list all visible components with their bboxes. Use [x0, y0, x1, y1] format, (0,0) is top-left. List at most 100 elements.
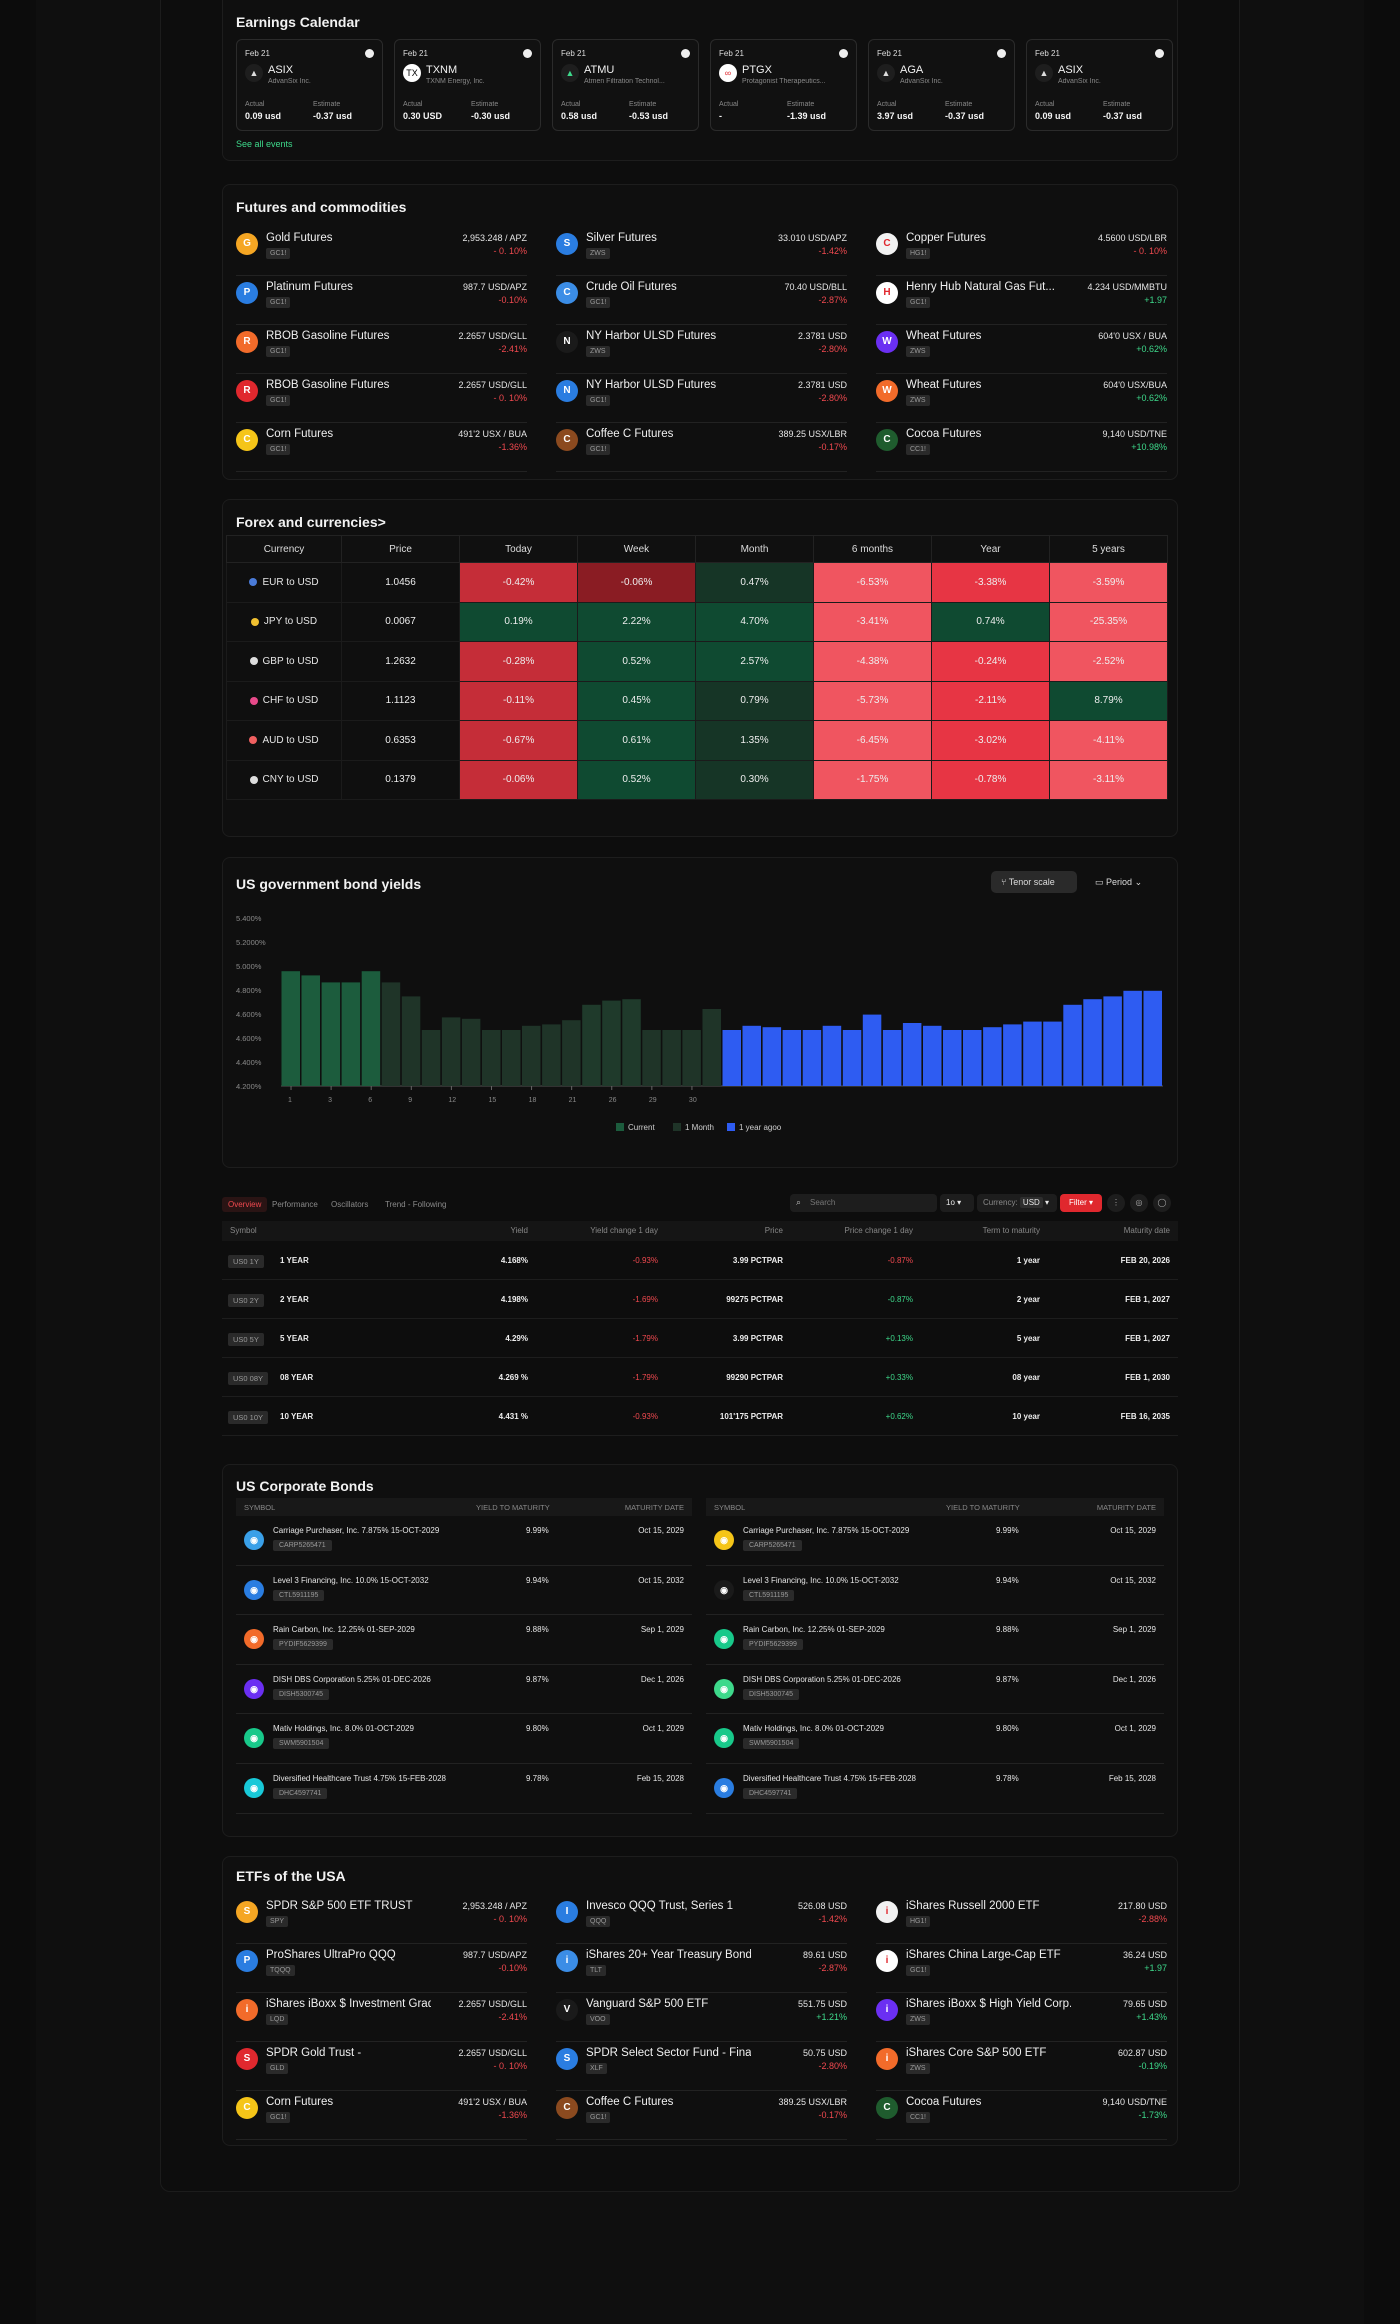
ytm-header[interactable]: YIELD TO MATURITY	[946, 1503, 1020, 1512]
refresh-icon[interactable]: ◯	[1153, 1194, 1171, 1212]
table-row[interactable]: US0 08Y 08 YEAR 4.269 % -1.79% 99290 PCTPAR +…	[222, 1358, 1178, 1397]
govt-col-header[interactable]: Term to maturity	[982, 1226, 1040, 1235]
etfs-item[interactable]: i iShares iBoxx $ Investment Grade LQD 2.26…	[236, 1993, 527, 2042]
tab-performance[interactable]: Performance	[272, 1200, 318, 1209]
year-ago-bar[interactable]	[802, 1030, 822, 1086]
current-bar[interactable]	[321, 982, 341, 1086]
forex-row[interactable]: CHF to USD 1.1123 -0.11% 0.45% 0.79% -5.73% -2…	[226, 680, 1168, 721]
year-ago-bar[interactable]	[762, 1027, 782, 1086]
table-row[interactable]: ◉ Diversified Healthcare Trust 4.75% 15-F…	[706, 1764, 1164, 1814]
earnings-card[interactable]: Feb 21 ▲ ASIX AdvanSix Inc. Actual 0.09 usd Es…	[1026, 39, 1173, 131]
etfs-item[interactable]: P ProShares UltraPro QQQ TQQQ 987.7 USD/APZ…	[236, 1944, 527, 1993]
table-row[interactable]: ◉ Carriage Purchaser, Inc. 7.875% 15-OCT-…	[236, 1516, 692, 1566]
year-ago-bar[interactable]	[1103, 996, 1122, 1086]
futures-item[interactable]: N NY Harbor ULSD Futures ZWS 2.3781 USD -2.8…	[556, 325, 847, 374]
maturity-header[interactable]: MATURITY DATE	[1096, 1503, 1156, 1512]
current-bar[interactable]	[682, 1030, 701, 1086]
etfs-item[interactable]: I Invesco QQQ Trust, Series 1 QQQ 526.08 US…	[556, 1895, 847, 1944]
futures-item[interactable]: S Silver Futures ZWS 33.010 USD/APZ -1.42%	[556, 227, 847, 276]
year-ago-bar[interactable]	[902, 1023, 922, 1086]
earnings-card[interactable]: Feb 21 TX TXNM TXNM Energy, Inc. Actual 0.30 …	[394, 39, 541, 131]
current-bar[interactable]	[602, 1000, 621, 1086]
forex-row[interactable]: GBP to USD 1.2632 -0.28% 0.52% 2.57% -4.38% -0…	[226, 641, 1168, 682]
futures-item[interactable]: C Copper Futures HG1! 4.5600 USD/LBR - 0. 10…	[876, 227, 1167, 276]
more-icon[interactable]: ⋮	[1107, 1194, 1125, 1212]
earnings-card[interactable]: Feb 21 ▲ ASIX AdvanSix Inc. Actual 0.09 usd Es…	[236, 39, 383, 131]
current-bar[interactable]	[461, 1018, 481, 1086]
futures-item[interactable]: N NY Harbor ULSD Futures GC1! 2.3781 USD -2.…	[556, 374, 847, 423]
etfs-item[interactable]: S SPDR Select Sector Fund - Fina... XLF 50.…	[556, 2042, 847, 2091]
table-row[interactable]: US0 5Y 5 YEAR 4.29% -1.79% 3.99 PCTPAR +0.13%…	[222, 1319, 1178, 1358]
year-ago-bar[interactable]	[923, 1025, 942, 1086]
forex-col-header[interactable]: 5 years	[1049, 535, 1168, 563]
currency-select[interactable]: Currency: USD ▾	[977, 1194, 1057, 1212]
forex-row[interactable]: AUD to USD 0.6353 -0.67% 0.61% 1.35% -6.45% -3…	[226, 720, 1168, 761]
table-row[interactable]: ◉ Mativ Holdings, Inc. 8.0% 01-OCT-2029 SW…	[236, 1714, 692, 1764]
govt-col-header[interactable]: Symbol	[230, 1226, 257, 1235]
year-ago-bar[interactable]	[782, 1030, 802, 1086]
current-bar[interactable]	[482, 1030, 501, 1086]
table-row[interactable]: ◉ Rain Carbon, Inc. 12.25% 01-SEP-2029 PYD…	[236, 1615, 692, 1665]
table-row[interactable]: ◉ Mativ Holdings, Inc. 8.0% 01-OCT-2029 SW…	[706, 1714, 1164, 1764]
govt-col-header[interactable]: Yield	[510, 1226, 529, 1235]
current-bar[interactable]	[522, 1025, 541, 1086]
symbol-header[interactable]: SYMBOL	[244, 1503, 276, 1512]
current-bar[interactable]	[341, 982, 361, 1086]
futures-item[interactable]: G Gold Futures GC1! 2,953.248 / APZ - 0. 10%	[236, 227, 527, 276]
etfs-item[interactable]: C Coffee C Futures GC1! 389.25 USX/LBR -0.17…	[556, 2091, 847, 2140]
table-row[interactable]: ◉ Diversified Healthcare Trust 4.75% 15-F…	[236, 1764, 692, 1814]
forex-col-header[interactable]: Month	[695, 535, 814, 563]
futures-item[interactable]: C Coffee C Futures GC1! 389.25 USX/LBR -0.17…	[556, 423, 847, 472]
year-ago-bar[interactable]	[722, 1030, 742, 1086]
forex-col-header[interactable]: Currency	[226, 535, 342, 563]
forex-title[interactable]: Forex and currencies>	[236, 514, 386, 530]
maturity-header[interactable]: MATURITY DATE	[624, 1503, 684, 1512]
tab-overview[interactable]: Overview	[222, 1197, 268, 1212]
current-bar[interactable]	[401, 996, 421, 1086]
year-ago-bar[interactable]	[862, 1014, 882, 1086]
settings-icon[interactable]: ◎	[1130, 1194, 1148, 1212]
period-select[interactable]: 1o ▾	[940, 1194, 974, 1212]
table-row[interactable]: US0 2Y 2 YEAR 4.198% -1.69% 99275 PCTPAR -0.8…	[222, 1280, 1178, 1319]
futures-item[interactable]: R RBOB Gasoline Futures GC1! 2.2657 USD/GLL…	[236, 325, 527, 374]
legend-label[interactable]: Current	[628, 1123, 655, 1132]
forex-col-header[interactable]: Year	[931, 535, 1050, 563]
table-row[interactable]: ◉ DISH DBS Corporation 5.25% 01-DEC-2026 D…	[706, 1665, 1164, 1715]
year-ago-bar[interactable]	[1083, 999, 1102, 1086]
year-ago-bar[interactable]	[943, 1030, 962, 1086]
forex-row[interactable]: EUR to USD 1.0456 -0.42% -0.06% 0.47% -6.53% -…	[226, 562, 1168, 603]
current-bar[interactable]	[702, 1009, 722, 1086]
forex-row[interactable]: JPY to USD 0.0067 0.19% 2.22% 4.70% -3.41% 0.7…	[226, 601, 1168, 642]
legend-label[interactable]: 1 year agoo	[739, 1123, 782, 1132]
govt-col-header[interactable]: Yield change 1 day	[590, 1226, 658, 1235]
year-ago-bar[interactable]	[1063, 1004, 1082, 1086]
earnings-card[interactable]: Feb 21 ▲ AGA AdvanSix Inc. Actual 3.97 usd Est…	[868, 39, 1015, 131]
futures-item[interactable]: W Wheat Futures ZWS 604'0 USX / BUA +0.62%	[876, 325, 1167, 374]
year-ago-bar[interactable]	[1123, 990, 1142, 1086]
year-ago-bar[interactable]	[742, 1025, 762, 1086]
futures-item[interactable]: H Henry Hub Natural Gas Fut... GC1! 4.234 U…	[876, 276, 1167, 325]
etfs-item[interactable]: S SPDR S&P 500 ETF TRUST SPY 2,953.248 / AP…	[236, 1895, 527, 1944]
table-row[interactable]: ◉ Level 3 Financing, Inc. 10.0% 15-OCT-20…	[706, 1566, 1164, 1616]
forex-col-header[interactable]: Price	[341, 535, 460, 563]
current-bar[interactable]	[441, 1017, 461, 1086]
search-input[interactable]: ⌕ Search	[790, 1194, 937, 1212]
futures-item[interactable]: W Wheat Futures ZWS 604'0 USX/BUA +0.62%	[876, 374, 1167, 423]
current-bar[interactable]	[622, 999, 641, 1086]
futures-item[interactable]: R RBOB Gasoline Futures GC1! 2.2657 USD/GLL…	[236, 374, 527, 423]
current-bar[interactable]	[562, 1020, 581, 1086]
forex-col-header[interactable]: Week	[577, 535, 696, 563]
year-ago-bar[interactable]	[1003, 1024, 1022, 1086]
etfs-item[interactable]: C Corn Futures GC1! 491'2 USX / BUA -1.36%	[236, 2091, 527, 2140]
forex-row[interactable]: CNY to USD 0.1379 -0.06% 0.52% 0.30% -1.75% -0…	[226, 759, 1168, 800]
tab-trend-following[interactable]: Trend - Following	[385, 1200, 447, 1209]
period-dropdown[interactable]: ▭ Period ⌄	[1085, 871, 1155, 893]
see-all-events-link[interactable]: See all events	[236, 139, 293, 149]
etfs-item[interactable]: C Cocoa Futures CC1! 9,140 USD/TNE -1.73%	[876, 2091, 1167, 2140]
govt-col-header[interactable]: Price change 1 day	[844, 1226, 914, 1235]
year-ago-bar[interactable]	[822, 1025, 842, 1086]
year-ago-bar[interactable]	[1043, 1021, 1062, 1086]
current-bar[interactable]	[381, 982, 401, 1086]
earnings-card[interactable]: Feb 21 ∞ PTGX Protagonist Therapeutics... Ac…	[710, 39, 857, 131]
etfs-item[interactable]: i iShares Core S&P 500 ETF ZWS 602.87 USD -0…	[876, 2042, 1167, 2091]
